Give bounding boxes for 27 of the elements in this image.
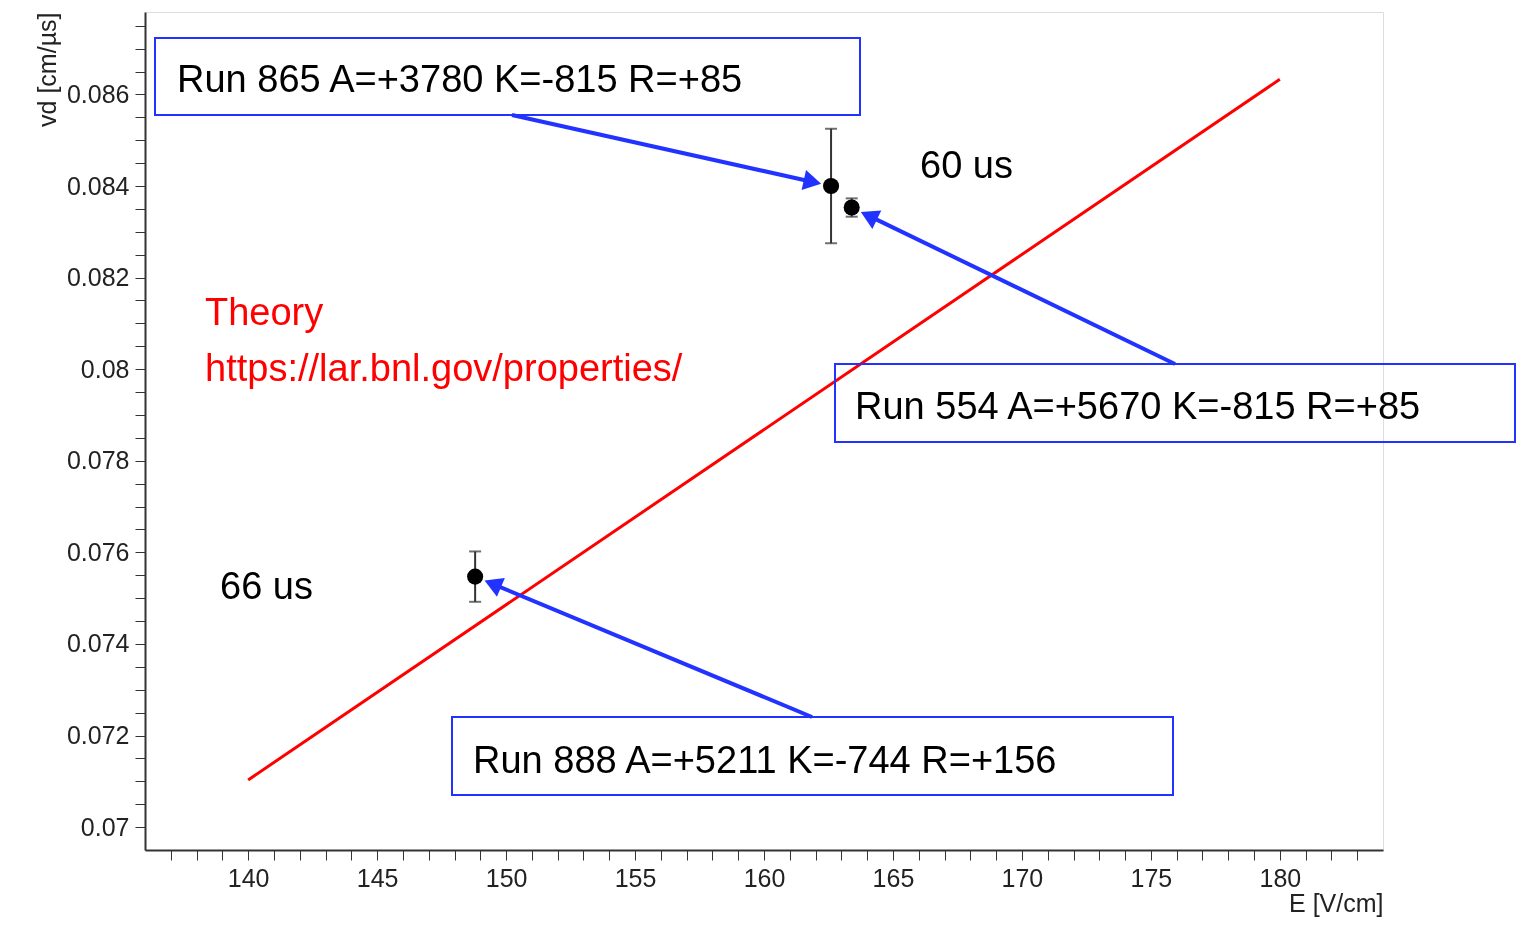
point [467,568,484,585]
x-tick-label: 145 [356,863,399,892]
x-tick-label: 175 [1130,863,1173,892]
annotation: 60 us [920,144,1013,186]
x-tick-label: 140 [227,863,270,892]
y-tick-label: 0.072 [66,721,130,750]
y-tick-label: 0.084 [66,171,130,200]
annotation: Run 554 A=+5670 K=-815 R=+85 [855,385,1421,427]
y-tick-label: 0.082 [66,263,130,292]
x-tick-label: 160 [743,863,786,892]
x-tick-label: 165 [872,863,915,892]
annotation: 66 us [220,565,313,607]
y-axis-title: vd [cm/µs] [32,12,61,127]
x-tick-label: 150 [485,863,528,892]
x-tick-label: 170 [1001,863,1044,892]
annotation: https://lar.bnl.gov/properties/ [205,347,683,389]
y-tick-label: 0.074 [66,629,130,658]
y-tick-label: 0.08 [80,354,130,383]
x-tick-label: 155 [614,863,657,892]
point [823,177,840,195]
text: Theory [205,291,324,333]
annotation: Run 888 A=+5211 K=-744 R=+156 [473,739,1057,781]
y-tick-label: 0.078 [66,446,130,475]
y-tick-label: 0.086 [66,79,130,108]
y-tick-label: 0.076 [66,537,130,566]
y-tick-label: 0.07 [80,812,130,841]
annotation: Run 865 A=+3780 K=-815 R=+85 [177,58,743,100]
